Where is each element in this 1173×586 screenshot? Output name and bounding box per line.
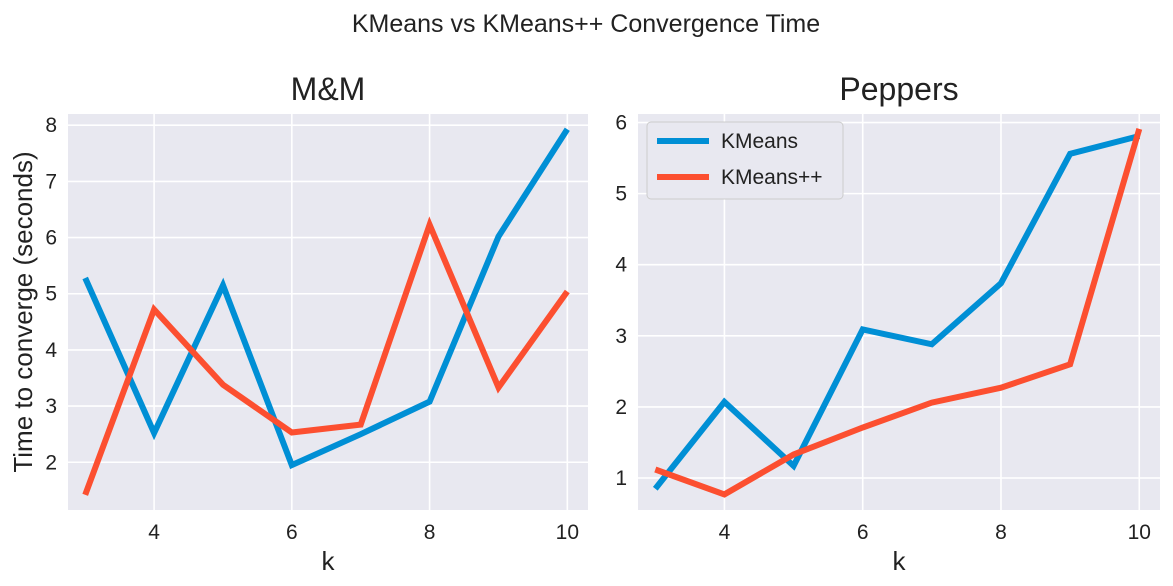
y-tick-label: 4 [615,254,627,277]
y-tick-label: 7 [45,170,57,193]
y-tick-label: 4 [45,339,57,362]
y-axis-label: Time to converge (seconds) [8,151,38,472]
x-tick-label: 6 [286,521,298,544]
y-tick-label: 5 [615,183,627,206]
y-tick-label: 6 [45,227,57,250]
x-tick-label: 8 [424,521,436,544]
y-tick-label: 5 [45,283,57,306]
x-tick-label: 10 [1128,521,1151,544]
x-tick-label: 4 [148,521,160,544]
x-axis-label: k [322,546,336,576]
x-tick-label: 10 [556,521,579,544]
y-tick-label: 8 [45,114,57,137]
y-tick-label: 2 [45,451,57,474]
legend-label: KMeans [721,130,798,153]
legend: KMeans KMeans++ [646,121,844,200]
y-tick-label: 3 [45,395,57,418]
y-tick-label: 3 [615,325,627,348]
y-tick-label: 6 [615,112,627,135]
subplot-1: 4 6 8 10 2 3 4 5 6 7 8 M&M k Time to converge (second… [8,71,588,576]
x-tick-label: 4 [719,521,731,544]
y-tick-label: 2 [615,396,627,419]
figure-suptitle: KMeans vs KMeans++ Convergence Time [352,10,820,38]
legend-label: KMeans++ [721,166,823,189]
series-line-kmeanspppp [654,128,1143,498]
x-tick-label: 6 [857,521,869,544]
series-line-kmeans [652,133,1141,491]
subplot-title: Peppers [839,71,958,107]
subplot-title: M&M [291,71,366,107]
x-tick-label: 8 [995,521,1007,544]
y-tick-label: 1 [615,467,627,490]
series-line-kmeans [82,127,570,470]
series-line-kmeanspppp [82,216,570,496]
x-axis-label: k [893,546,907,576]
